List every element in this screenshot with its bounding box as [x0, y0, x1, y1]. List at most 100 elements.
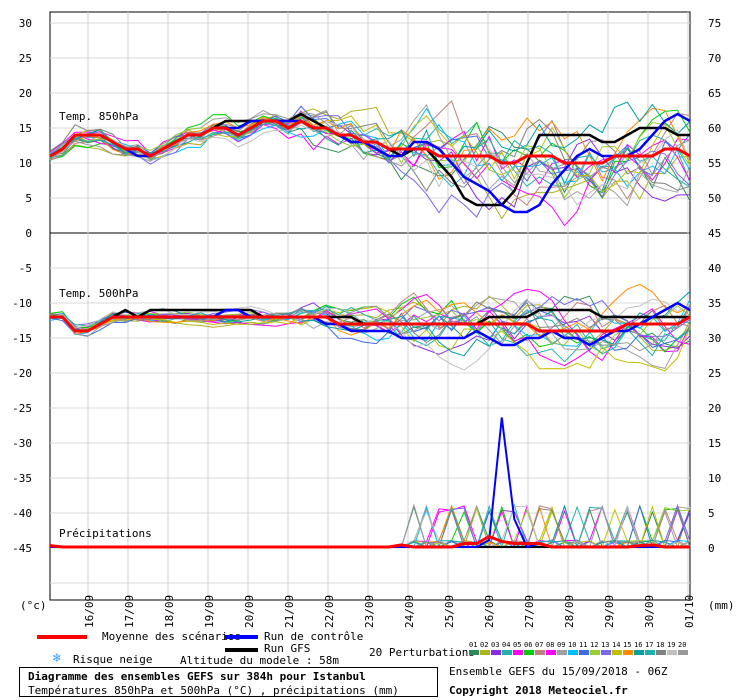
altitude-label: Altitude du modele : 58m [180, 654, 339, 667]
left-tick-label: 15 [19, 122, 32, 135]
right-tick-label: 75 [708, 17, 721, 30]
date-tick-label: 18/09 [163, 595, 176, 628]
right-tick-label: 10 [708, 472, 721, 485]
perturbation-legend-swatch [612, 650, 622, 655]
panel-label: Précipitations [59, 527, 152, 540]
control-legend-swatch [225, 635, 258, 639]
date-tick-label: 25/09 [443, 595, 456, 628]
left-tick-label: -30 [12, 437, 32, 450]
perturbation-legend-swatch [469, 650, 479, 655]
perturbation-850-line [49, 107, 691, 188]
date-tick-label: 19/09 [203, 595, 216, 628]
right-tick-label: 70 [708, 52, 721, 65]
perturbation-legend-swatch [634, 650, 644, 655]
left-tick-label: -20 [12, 367, 32, 380]
right-tick-label: 60 [708, 122, 721, 135]
perturbation-500-line [49, 293, 691, 367]
left-tick-label: 30 [19, 17, 32, 30]
perturbation-legend-number: 12 [590, 641, 599, 649]
left-tick-label: 0 [25, 227, 32, 240]
perturbation-legend-number: 06 [524, 641, 533, 649]
date-tick-label: 30/09 [643, 595, 656, 628]
left-tick-label: 10 [19, 157, 32, 170]
perturbation-legend-number: 10 [568, 641, 577, 649]
right-tick-label: 50 [708, 192, 721, 205]
perturbation-850-line [49, 114, 691, 218]
mean-legend-swatch [37, 635, 87, 639]
right-tick-label: 45 [708, 227, 721, 240]
perturbation-500-line [49, 306, 691, 372]
right-tick-label: 25 [708, 367, 721, 380]
perturbation-legend-number: 05 [513, 641, 522, 649]
right-unit-label: (mm) [708, 599, 735, 612]
perturbation-legend-swatch [667, 650, 677, 655]
left-tick-label: -40 [12, 507, 32, 520]
perturbation-legend-swatch [579, 650, 589, 655]
right-tick-label: 15 [708, 437, 721, 450]
right-tick-label: 65 [708, 87, 721, 100]
date-tick-label: 24/09 [403, 595, 416, 628]
copyright: Copyright 2018 Meteociel.fr [449, 684, 628, 697]
perturbation-850-line [49, 115, 691, 193]
perturbation-legend-swatch [656, 650, 666, 655]
axis-labels: 16/09 17/09 18/09 19/09 20/09 21/09 22/09 23/09… [12, 17, 734, 628]
right-tick-label: 0 [708, 542, 715, 555]
right-tick-label: 40 [708, 262, 721, 275]
perturbation-legend-number: 20 [678, 641, 687, 649]
left-tick-label: -15 [12, 332, 32, 345]
date-tick-label: 01/10 [683, 595, 696, 628]
perturbation-legend-swatch [491, 650, 501, 655]
perturbation-legend-swatch [590, 650, 600, 655]
left-tick-label: 25 [19, 52, 32, 65]
date-tick-label: 23/09 [363, 595, 376, 628]
left-tick-label: -35 [12, 472, 32, 485]
perturbation-legend-number: 14 [612, 641, 621, 649]
panel-label: Temp. 850hPa [59, 110, 138, 123]
perturbation-legend-number: 15 [623, 641, 632, 649]
perturbation-legend-swatch [524, 650, 534, 655]
perturbation-legend-number: 02 [480, 641, 489, 649]
right-tick-label: 55 [708, 157, 721, 170]
panel-label: Temp. 500hPa [59, 287, 138, 300]
perturbation-legend-number: 19 [667, 641, 676, 649]
plot-frame [49, 11, 691, 601]
perturbations-label: 20 Perturbations [369, 646, 475, 659]
perturbation-legend-swatch [480, 650, 490, 655]
run-info: Ensemble GEFS du 15/09/2018 - 06Z [449, 665, 668, 678]
left-tick-label: -45 [12, 542, 32, 555]
perturbation-legend-number: 01 [469, 641, 478, 649]
snow-legend-label: Risque neige [73, 653, 153, 666]
mean-precip-line [49, 534, 690, 549]
left-tick-label: 5 [25, 192, 32, 205]
date-tick-label: 29/09 [603, 595, 616, 628]
perturbation-legend-swatch [645, 650, 655, 655]
left-tick-label: -25 [12, 402, 32, 415]
footer-subtitle: Températures 850hPa et 500hPa (°C) , pré… [28, 684, 399, 697]
mean-850-line [49, 119, 691, 165]
perturbation-500-line [49, 304, 691, 354]
perturbation-legend-swatch [678, 650, 688, 655]
right-tick-label: 5 [708, 507, 715, 520]
date-tick-label: 28/09 [563, 595, 576, 628]
date-tick-label: 20/09 [243, 595, 256, 628]
mean-500-line [50, 315, 691, 333]
left-tick-label: -5 [19, 262, 32, 275]
perturbation-legend-number: 17 [645, 641, 654, 649]
perturbation-legend-swatch [535, 650, 545, 655]
perturbation-legend-number: 07 [535, 641, 544, 649]
date-tick-label: 27/09 [523, 595, 536, 628]
main-series [49, 112, 691, 549]
left-unit-label: (°c) [20, 599, 47, 612]
perturbation-legend-swatch [601, 650, 611, 655]
date-tick-label: 16/09 [83, 595, 96, 628]
footer-title: Diagramme des ensembles GEFS sur 384h po… [28, 670, 366, 683]
perturbation-legend-number: 04 [502, 641, 511, 649]
mean-legend-label: Moyenne des scénarios [102, 630, 242, 643]
perturbation-legend-swatch [568, 650, 578, 655]
right-tick-label: 20 [708, 402, 721, 415]
control-legend-label: Run de contrôle [264, 630, 364, 643]
perturbation-legend-number: 13 [601, 641, 610, 649]
gfs-legend-label: Run GFS [264, 642, 311, 655]
footer-box [19, 667, 438, 697]
